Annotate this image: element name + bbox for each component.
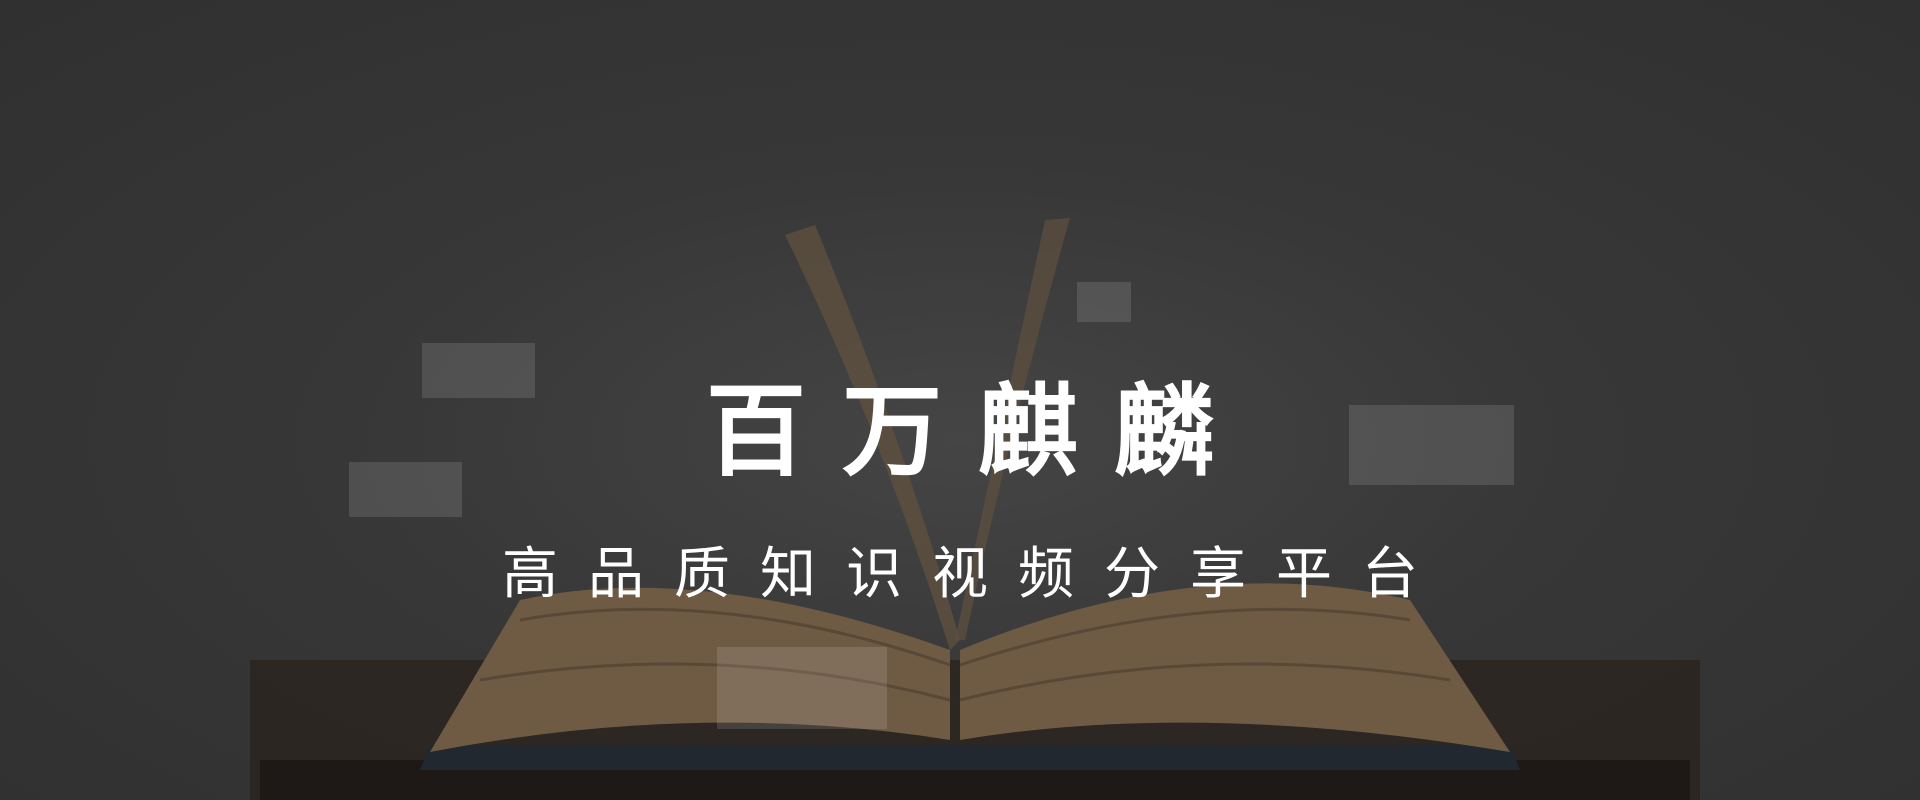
deco-rect-2 [349, 462, 462, 517]
book-right-pages [960, 583, 1510, 752]
deco-rect-1 [422, 343, 535, 398]
deco-rect-4 [1349, 405, 1514, 485]
fanned-page-right [955, 218, 1070, 640]
hero-title: 百万麒麟 [706, 373, 1250, 490]
deco-rect-3 [1077, 282, 1131, 322]
book-cover [420, 745, 1520, 770]
hero-subtitle: 高品质知识视频分享平台 [502, 542, 1448, 607]
fanned-page-left [785, 225, 960, 650]
deco-rect-5 [717, 647, 887, 729]
